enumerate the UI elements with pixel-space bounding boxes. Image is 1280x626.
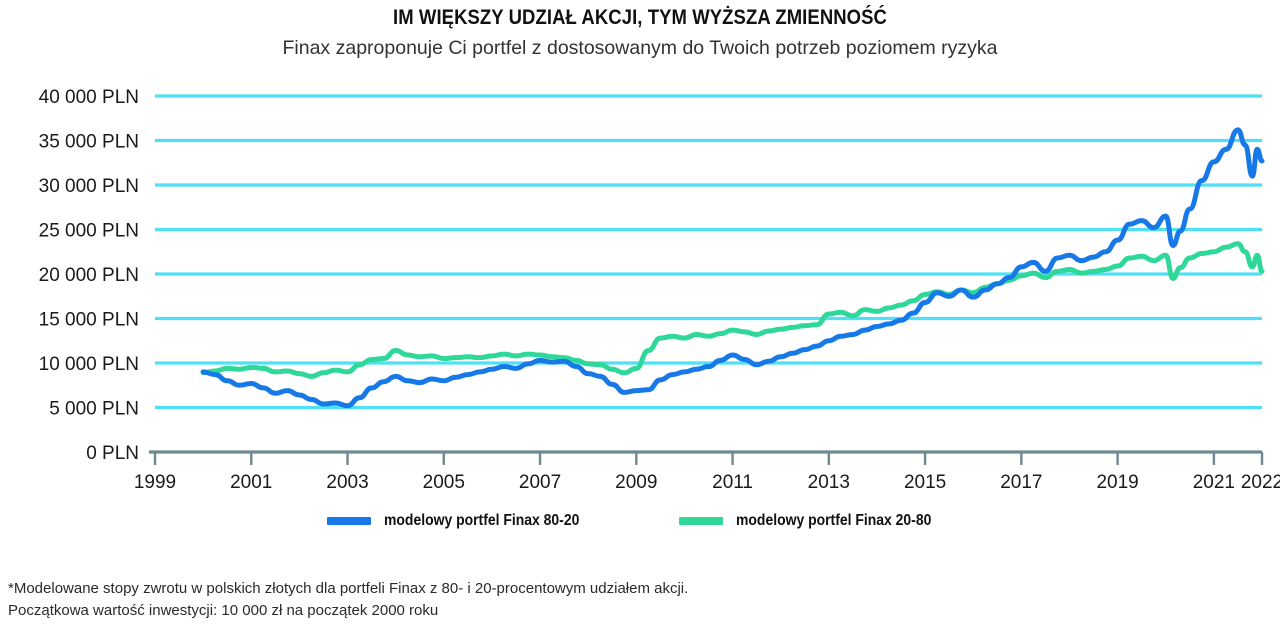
x-axis-tick-labels: 1999 2001 2003 2005 2007 2009 2011 2013 2015 2017… xyxy=(134,472,1280,493)
x-axis-tick-label: 2005 xyxy=(423,472,465,493)
legend-item-20-80[interactable]: modelowy portfel Finax 20-80 xyxy=(679,512,953,530)
gridlines-group xyxy=(155,94,1262,410)
chart-title: IM WIĘKSZY UDZIAŁ AKCJI, TYM WYŻSZA ZMIE… xyxy=(392,6,888,29)
x-axis-tick-label: 2001 xyxy=(230,472,272,493)
x-axis-tick-label: 1999 xyxy=(134,472,176,493)
legend-item-80-20[interactable]: modelowy portfel Finax 80-20 xyxy=(326,512,601,530)
x-axis-tick-label: 2011 xyxy=(712,472,753,493)
x-axis-group xyxy=(149,450,1264,465)
chart-legend: modelowy portfel Finax 80-20 modelowy po… xyxy=(0,512,1280,530)
y-axis-tick-label: 10 000 PLN xyxy=(39,354,139,375)
x-axis-tick-label: 2007 xyxy=(519,472,561,493)
y-axis-tick-label: 35 000 PLN xyxy=(39,132,139,153)
footnote-line-1: *Modelowane stopy zwrotu w polskich złot… xyxy=(8,580,689,597)
footnote: *Modelowane stopy zwrotu w polskich złot… xyxy=(8,578,1008,622)
y-axis-tick-label: 0 PLN xyxy=(86,443,139,464)
y-axis-tick-label: 25 000 PLN xyxy=(39,221,139,242)
legend-swatch-20-80 xyxy=(679,517,723,525)
x-axis-tick-label: 2003 xyxy=(326,472,368,493)
footnote-line-2: Początkowa wartość inwestycji: 10 000 zł… xyxy=(8,602,439,619)
y-axis-tick-label: 15 000 PLN xyxy=(39,310,139,331)
legend-label-20-80: modelowy portfel Finax 20-80 xyxy=(736,512,932,529)
x-axis-tick-label: 2022 xyxy=(1241,472,1280,493)
legend-label-80-20: modelowy portfel Finax 80-20 xyxy=(383,512,580,529)
x-axis-tick-label: 2009 xyxy=(615,472,657,493)
chart-header: IM WIĘKSZY UDZIAŁ AKCJI, TYM WYŻSZA ZMIE… xyxy=(0,6,1280,60)
x-axis-tick-label: 2019 xyxy=(1096,472,1138,493)
x-axis-tick-label: 2015 xyxy=(904,472,946,493)
chart-subtitle: Finax zaproponuje Ci portfel z dostosowa… xyxy=(282,37,998,59)
x-axis-tick-label: 2013 xyxy=(808,472,850,493)
legend-swatch-80-20 xyxy=(326,517,371,525)
y-axis-tick-label: 30 000 PLN xyxy=(39,176,139,197)
y-axis-tick-labels: 0 PLN 5 000 PLN 10 000 PLN 15 000 PLN 20 000… xyxy=(39,87,139,464)
x-axis-tick-label: 2017 xyxy=(1000,472,1042,493)
y-axis-tick-label: 5 000 PLN xyxy=(49,399,139,420)
y-axis-tick-label: 40 000 PLN xyxy=(39,87,139,108)
series-lines-group xyxy=(200,127,1265,409)
series-line-20-80 xyxy=(200,241,1265,379)
series-line-80-20 xyxy=(200,127,1265,409)
y-axis-tick-label: 20 000 PLN xyxy=(39,265,139,286)
x-axis-tick-label: 2021 xyxy=(1193,472,1235,493)
